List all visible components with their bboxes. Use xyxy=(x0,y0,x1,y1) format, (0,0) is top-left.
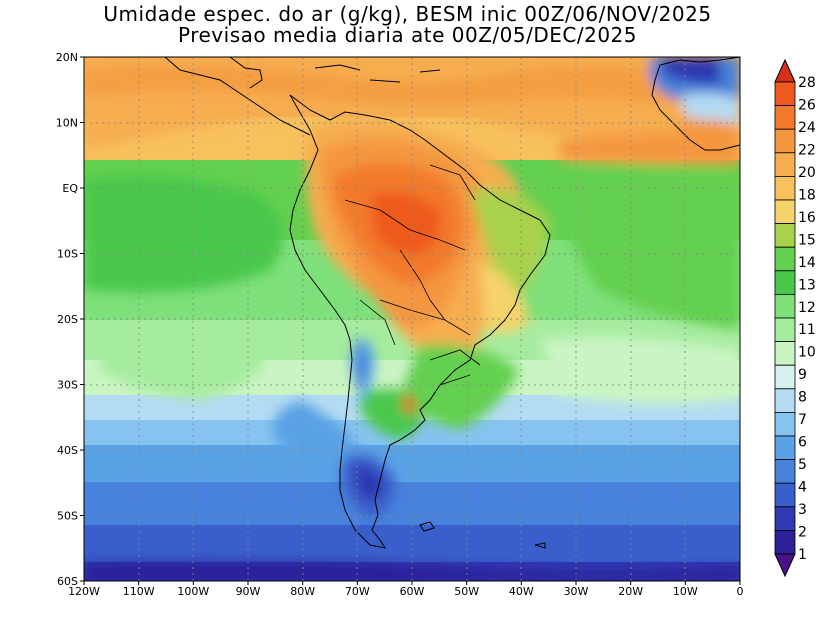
lat-tick-label: 20N xyxy=(56,51,78,64)
colorbar-swatch xyxy=(774,317,796,343)
chart-title-line2: Previsao media diaria ate 00Z/05/DEC/202… xyxy=(178,23,637,47)
colorbar-swatch xyxy=(774,128,796,154)
colorbar-level-label: 2 xyxy=(798,525,807,541)
colorbar-swatch xyxy=(774,270,796,295)
lon-tick-label: 0 xyxy=(737,585,744,598)
lat-tick-label: 30S xyxy=(57,379,78,392)
lon-tick-label: 90W xyxy=(236,585,261,598)
colorbar-swatch xyxy=(774,223,796,248)
lat-tick-label: 60S xyxy=(57,575,78,588)
colorbar-level-label: 28 xyxy=(798,75,816,91)
lon-tick-label: 60W xyxy=(400,585,425,598)
lat-tick-label: 50S xyxy=(57,510,78,523)
lat-tick-label: 10N xyxy=(56,117,78,130)
lat-tick-label: EQ xyxy=(62,182,78,195)
colorbar-level-label: 22 xyxy=(798,142,816,158)
colorbar-swatch xyxy=(774,388,796,413)
colorbar-level-label: 15 xyxy=(798,232,816,248)
colorbar-level-label: 5 xyxy=(798,457,807,473)
colorbar-swatch xyxy=(774,152,796,177)
colorbar-level-label: 8 xyxy=(798,390,807,406)
colorbar-swatch xyxy=(774,482,796,508)
colorbar-swatch xyxy=(774,341,796,366)
colorbar-level-label: 12 xyxy=(798,300,816,316)
colorbar-level-label: 13 xyxy=(798,277,816,293)
colorbar-level-label: 11 xyxy=(798,322,816,338)
colorbar-level-label: 6 xyxy=(798,435,807,451)
south-america-outline xyxy=(289,94,551,549)
lon-tick-label: 80W xyxy=(290,585,315,598)
lon-tick-label: 110W xyxy=(123,585,155,598)
colorbar-level-label: 9 xyxy=(798,367,807,383)
lon-tick-label: 10W xyxy=(673,585,698,598)
colorbar-level-label: 26 xyxy=(798,97,816,113)
colorbar-swatch xyxy=(774,105,796,130)
colorbar-swatch xyxy=(774,293,796,319)
longitude-axis: 120W 110W 100W 90W 80W 70W 60W 50W 40W 30W 20W 10W 0 xyxy=(68,581,744,598)
colorbar-level-label: 20 xyxy=(798,165,816,181)
colorbar-swatch xyxy=(774,530,796,555)
grid xyxy=(84,57,740,581)
lon-tick-label: 40W xyxy=(509,585,534,598)
colorbar-swatch xyxy=(774,411,796,437)
lon-tick-label: 50W xyxy=(454,585,479,598)
lon-tick-label: 20W xyxy=(618,585,643,598)
colorbar-level-label: 1 xyxy=(798,547,807,563)
central-america-outline xyxy=(164,57,311,136)
africa-outline xyxy=(651,57,740,151)
colorbar-swatch xyxy=(774,175,796,201)
colorbar-bottom-arrow xyxy=(774,553,796,578)
colorbar-swatch xyxy=(774,81,796,107)
colorbar-swatch xyxy=(774,199,796,225)
latitude-axis: 20N 10N EQ 10S 20S 30S 40S 50S 60S xyxy=(56,51,84,588)
colorbar-level-label: 24 xyxy=(798,120,816,136)
lon-tick-label: 120W xyxy=(68,585,100,598)
colorbar-level-label: 3 xyxy=(798,502,807,518)
lon-tick-label: 100W xyxy=(177,585,209,598)
colorbar-top-arrow xyxy=(774,58,796,83)
lat-tick-label: 10S xyxy=(57,248,78,261)
colorbar: 28 26 24 22 20 18 16 15 14 13 12 11 10 9 8 7 6 5 4 3 2 1 xyxy=(774,58,816,578)
lon-tick-label: 30W xyxy=(564,585,589,598)
lat-tick-label: 20S xyxy=(57,313,78,326)
colorbar-swatch xyxy=(774,364,796,390)
colorbar-swatch xyxy=(774,459,796,484)
chart-title-line1: Umidade espec. do ar (g/kg), BESM inic 0… xyxy=(103,2,712,26)
colorbar-level-label: 18 xyxy=(798,187,816,203)
lon-tick-label: 70W xyxy=(345,585,370,598)
colorbar-swatch xyxy=(774,435,796,461)
lat-tick-label: 40S xyxy=(57,444,78,457)
colorbar-level-label: 10 xyxy=(798,345,816,361)
colorbar-level-label: 7 xyxy=(798,412,807,428)
colorbar-swatch xyxy=(774,506,796,531)
colorbar-swatch xyxy=(774,246,796,272)
colorbar-level-label: 14 xyxy=(798,255,816,271)
colorbar-level-label: 16 xyxy=(798,210,816,226)
colorbar-level-label: 4 xyxy=(798,480,807,496)
